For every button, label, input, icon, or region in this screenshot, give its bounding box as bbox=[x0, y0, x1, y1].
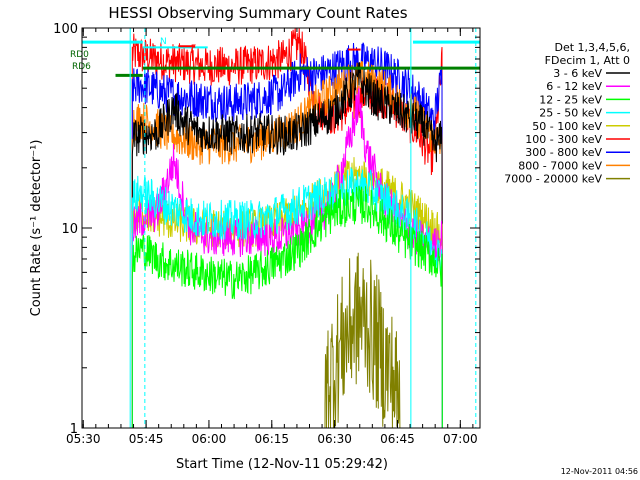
legend-label: 800 - 7000 keV bbox=[518, 159, 602, 172]
legend-label: 300 - 800 keV bbox=[525, 146, 602, 159]
annotation-f: F bbox=[191, 44, 196, 54]
x-tick-label: 06:45 bbox=[380, 432, 415, 446]
legend-header-2: FDecim 1, Att 0 bbox=[545, 54, 630, 67]
x-tick-label: 06:00 bbox=[192, 432, 227, 446]
legend-label: 7000 - 20000 keV bbox=[504, 173, 602, 186]
series-7000-20000-kev bbox=[324, 252, 401, 429]
legend-label: 12 - 25 keV bbox=[539, 93, 602, 106]
x-tick-label: 07:00 bbox=[443, 432, 478, 446]
x-axis-label: Start Time (12-Nov-11 05:29:42) bbox=[176, 457, 388, 472]
x-tick-label: 06:15 bbox=[254, 432, 289, 446]
series-25-50-kev bbox=[131, 167, 443, 429]
series-12-25-kev bbox=[131, 185, 443, 429]
timestamp: 12-Nov-2011 04:56 bbox=[561, 467, 638, 476]
y-tick-label: 1 bbox=[70, 422, 78, 437]
annotation-rd0: RD0 bbox=[70, 50, 89, 60]
x-tick-label: 05:30 bbox=[66, 432, 101, 446]
chart-title: HESSI Observing Summary Count Rates bbox=[108, 4, 407, 22]
y-axis-label: Count Rate (s⁻¹ detector⁻¹) bbox=[29, 140, 44, 317]
y-tick-label: 10 bbox=[61, 222, 78, 237]
legend-label: 6 - 12 keV bbox=[546, 80, 602, 93]
legend-label: 25 - 50 keV bbox=[539, 107, 602, 120]
series-layer bbox=[131, 27, 443, 429]
axis-layer: 05:30 05:45 06:00 06:15 06:30 06:45 07:00 1 10 10… bbox=[53, 22, 480, 446]
y-tick-label: 100 bbox=[53, 22, 78, 37]
legend-label: 3 - 6 keV bbox=[553, 67, 602, 80]
series-3-6-kev bbox=[131, 62, 443, 429]
legend-header-1: Det 1,3,4,5,6, bbox=[554, 41, 630, 54]
annotation-n: N bbox=[160, 37, 167, 47]
x-tick-label: 05:45 bbox=[129, 432, 164, 446]
x-tick-label: 06:30 bbox=[317, 432, 352, 446]
legend-label: 100 - 300 keV bbox=[525, 133, 602, 146]
legend-label: 50 - 100 keV bbox=[532, 120, 602, 133]
